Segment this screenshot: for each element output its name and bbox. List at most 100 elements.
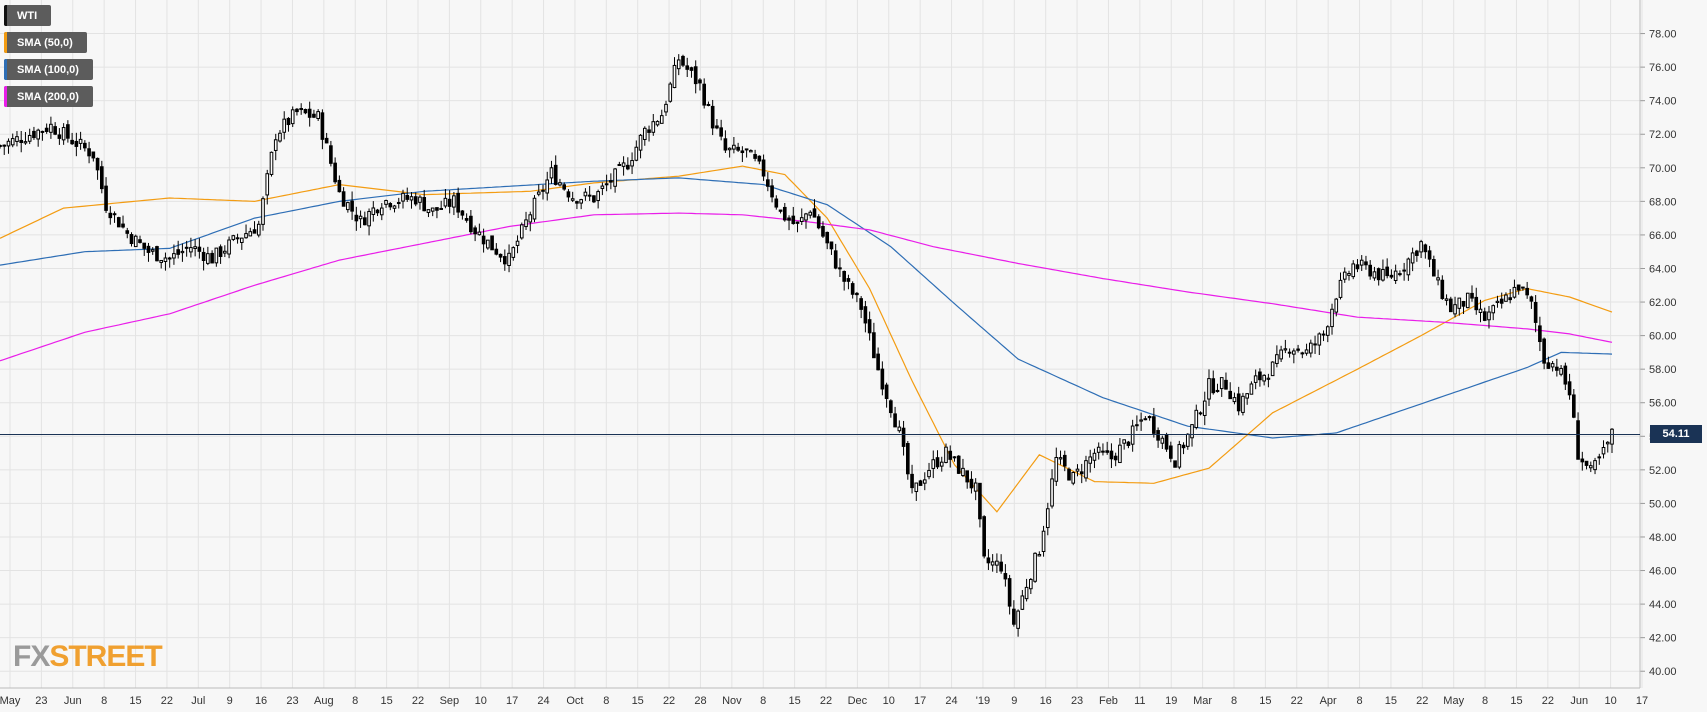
x-tick-label: 8 — [1231, 695, 1237, 707]
candle-body — [1283, 348, 1288, 351]
candle-body — [6, 140, 11, 147]
candle-body — [36, 129, 40, 140]
candle-body — [1559, 367, 1563, 375]
candle-body — [452, 195, 456, 208]
candle-body — [1419, 241, 1423, 253]
candle-body — [112, 213, 117, 216]
legend-item-wti[interactable]: WTI — [4, 5, 52, 26]
candle-body — [367, 210, 371, 227]
candle-body — [1444, 298, 1449, 301]
candle-body — [1152, 416, 1156, 434]
candle-body — [295, 108, 299, 113]
candle-body — [1003, 573, 1008, 580]
candle-body — [961, 467, 965, 477]
candle-body — [948, 450, 953, 460]
gridlines — [0, 0, 1643, 688]
candle-body — [804, 213, 808, 221]
x-tick-label: Apr — [1320, 695, 1337, 707]
candle-body — [969, 478, 974, 489]
candle-body — [850, 283, 855, 295]
candle-body — [1567, 381, 1572, 396]
candle-body — [375, 209, 380, 214]
candle-body — [579, 199, 583, 204]
logo-street: STREET — [49, 640, 162, 673]
candle-body — [1593, 460, 1597, 471]
plot-background — [0, 0, 1640, 688]
candle-body — [842, 270, 846, 282]
candle-body — [863, 306, 868, 324]
candle-body — [413, 196, 418, 205]
candle-body — [1088, 456, 1093, 464]
candle-body — [532, 197, 537, 220]
y-tick-label: 62.00 — [1649, 297, 1677, 309]
candle-body — [838, 267, 842, 270]
candle-body — [1355, 264, 1360, 270]
candle-body — [1605, 441, 1610, 445]
candle-body — [558, 182, 562, 186]
candle-body — [893, 413, 897, 428]
candle-body — [1436, 277, 1440, 281]
x-tick-label: 11 — [1134, 695, 1145, 707]
candle-body — [384, 200, 388, 205]
candle-body — [965, 470, 970, 483]
y-tick-label: 40.00 — [1649, 666, 1677, 678]
candle-body — [146, 245, 151, 253]
legend-item-sma-100[interactable]: SMA (100,0) — [4, 59, 93, 80]
candle-body — [252, 229, 257, 234]
candle-body — [418, 196, 422, 203]
candle-body — [346, 202, 350, 211]
candle-body — [1253, 375, 1258, 383]
candle-body — [464, 218, 469, 221]
candle-body — [316, 111, 320, 120]
candle-body — [324, 137, 329, 144]
candle-body — [405, 194, 410, 200]
candle-body — [1572, 394, 1576, 418]
candle-body — [40, 130, 45, 133]
y-tick-label: 48.00 — [1649, 532, 1677, 544]
candle-body — [1330, 308, 1334, 328]
candle-body — [286, 117, 291, 126]
candle-body — [206, 253, 210, 264]
candle-body — [129, 234, 134, 245]
candle-body — [685, 65, 690, 70]
candle-body — [587, 194, 592, 197]
candle-body — [897, 426, 902, 432]
candle-body — [766, 179, 770, 187]
candle-body — [1241, 395, 1245, 413]
candle-body — [1427, 250, 1432, 260]
candle-body — [867, 319, 872, 334]
candle-body — [180, 250, 185, 254]
candle-body — [125, 230, 130, 234]
candle-body — [1482, 311, 1487, 321]
candle-body — [689, 67, 694, 71]
y-tick-label: 52.00 — [1649, 465, 1677, 477]
candle-body — [1258, 371, 1262, 381]
candle-body — [706, 103, 711, 106]
candle-body — [1092, 452, 1097, 461]
candle-body — [655, 120, 660, 126]
candle-body — [435, 207, 439, 211]
candle-body — [1292, 350, 1296, 355]
candle-body — [1406, 258, 1411, 276]
x-tick-label: 10 — [883, 695, 895, 707]
legend-item-sma-200[interactable]: SMA (200,0) — [4, 86, 93, 107]
candle-body — [439, 207, 443, 210]
candle-body — [939, 461, 944, 467]
candle-body — [617, 164, 622, 167]
candle-body — [256, 223, 261, 236]
candle-body — [808, 211, 813, 216]
candle-body — [371, 207, 376, 215]
candle-body — [57, 134, 62, 139]
candle-body — [19, 139, 24, 143]
candle-body — [1347, 273, 1351, 276]
candle-body — [710, 105, 715, 129]
candle-body — [163, 257, 168, 263]
x-axis: May 23 Jun 8 15 22 Jul 9 16 23 Aug 8 15 22 Sep 10 17 24 Oc… — [0, 687, 1648, 707]
legend-item-sma-50[interactable]: SMA (50,0) — [4, 32, 87, 53]
candle-body — [1041, 530, 1046, 552]
x-tick-label: May — [1443, 695, 1464, 707]
candle-body — [990, 561, 995, 566]
candle-body — [32, 130, 36, 139]
candle-body — [1275, 354, 1279, 364]
y-tick-label: 66.00 — [1649, 230, 1677, 242]
